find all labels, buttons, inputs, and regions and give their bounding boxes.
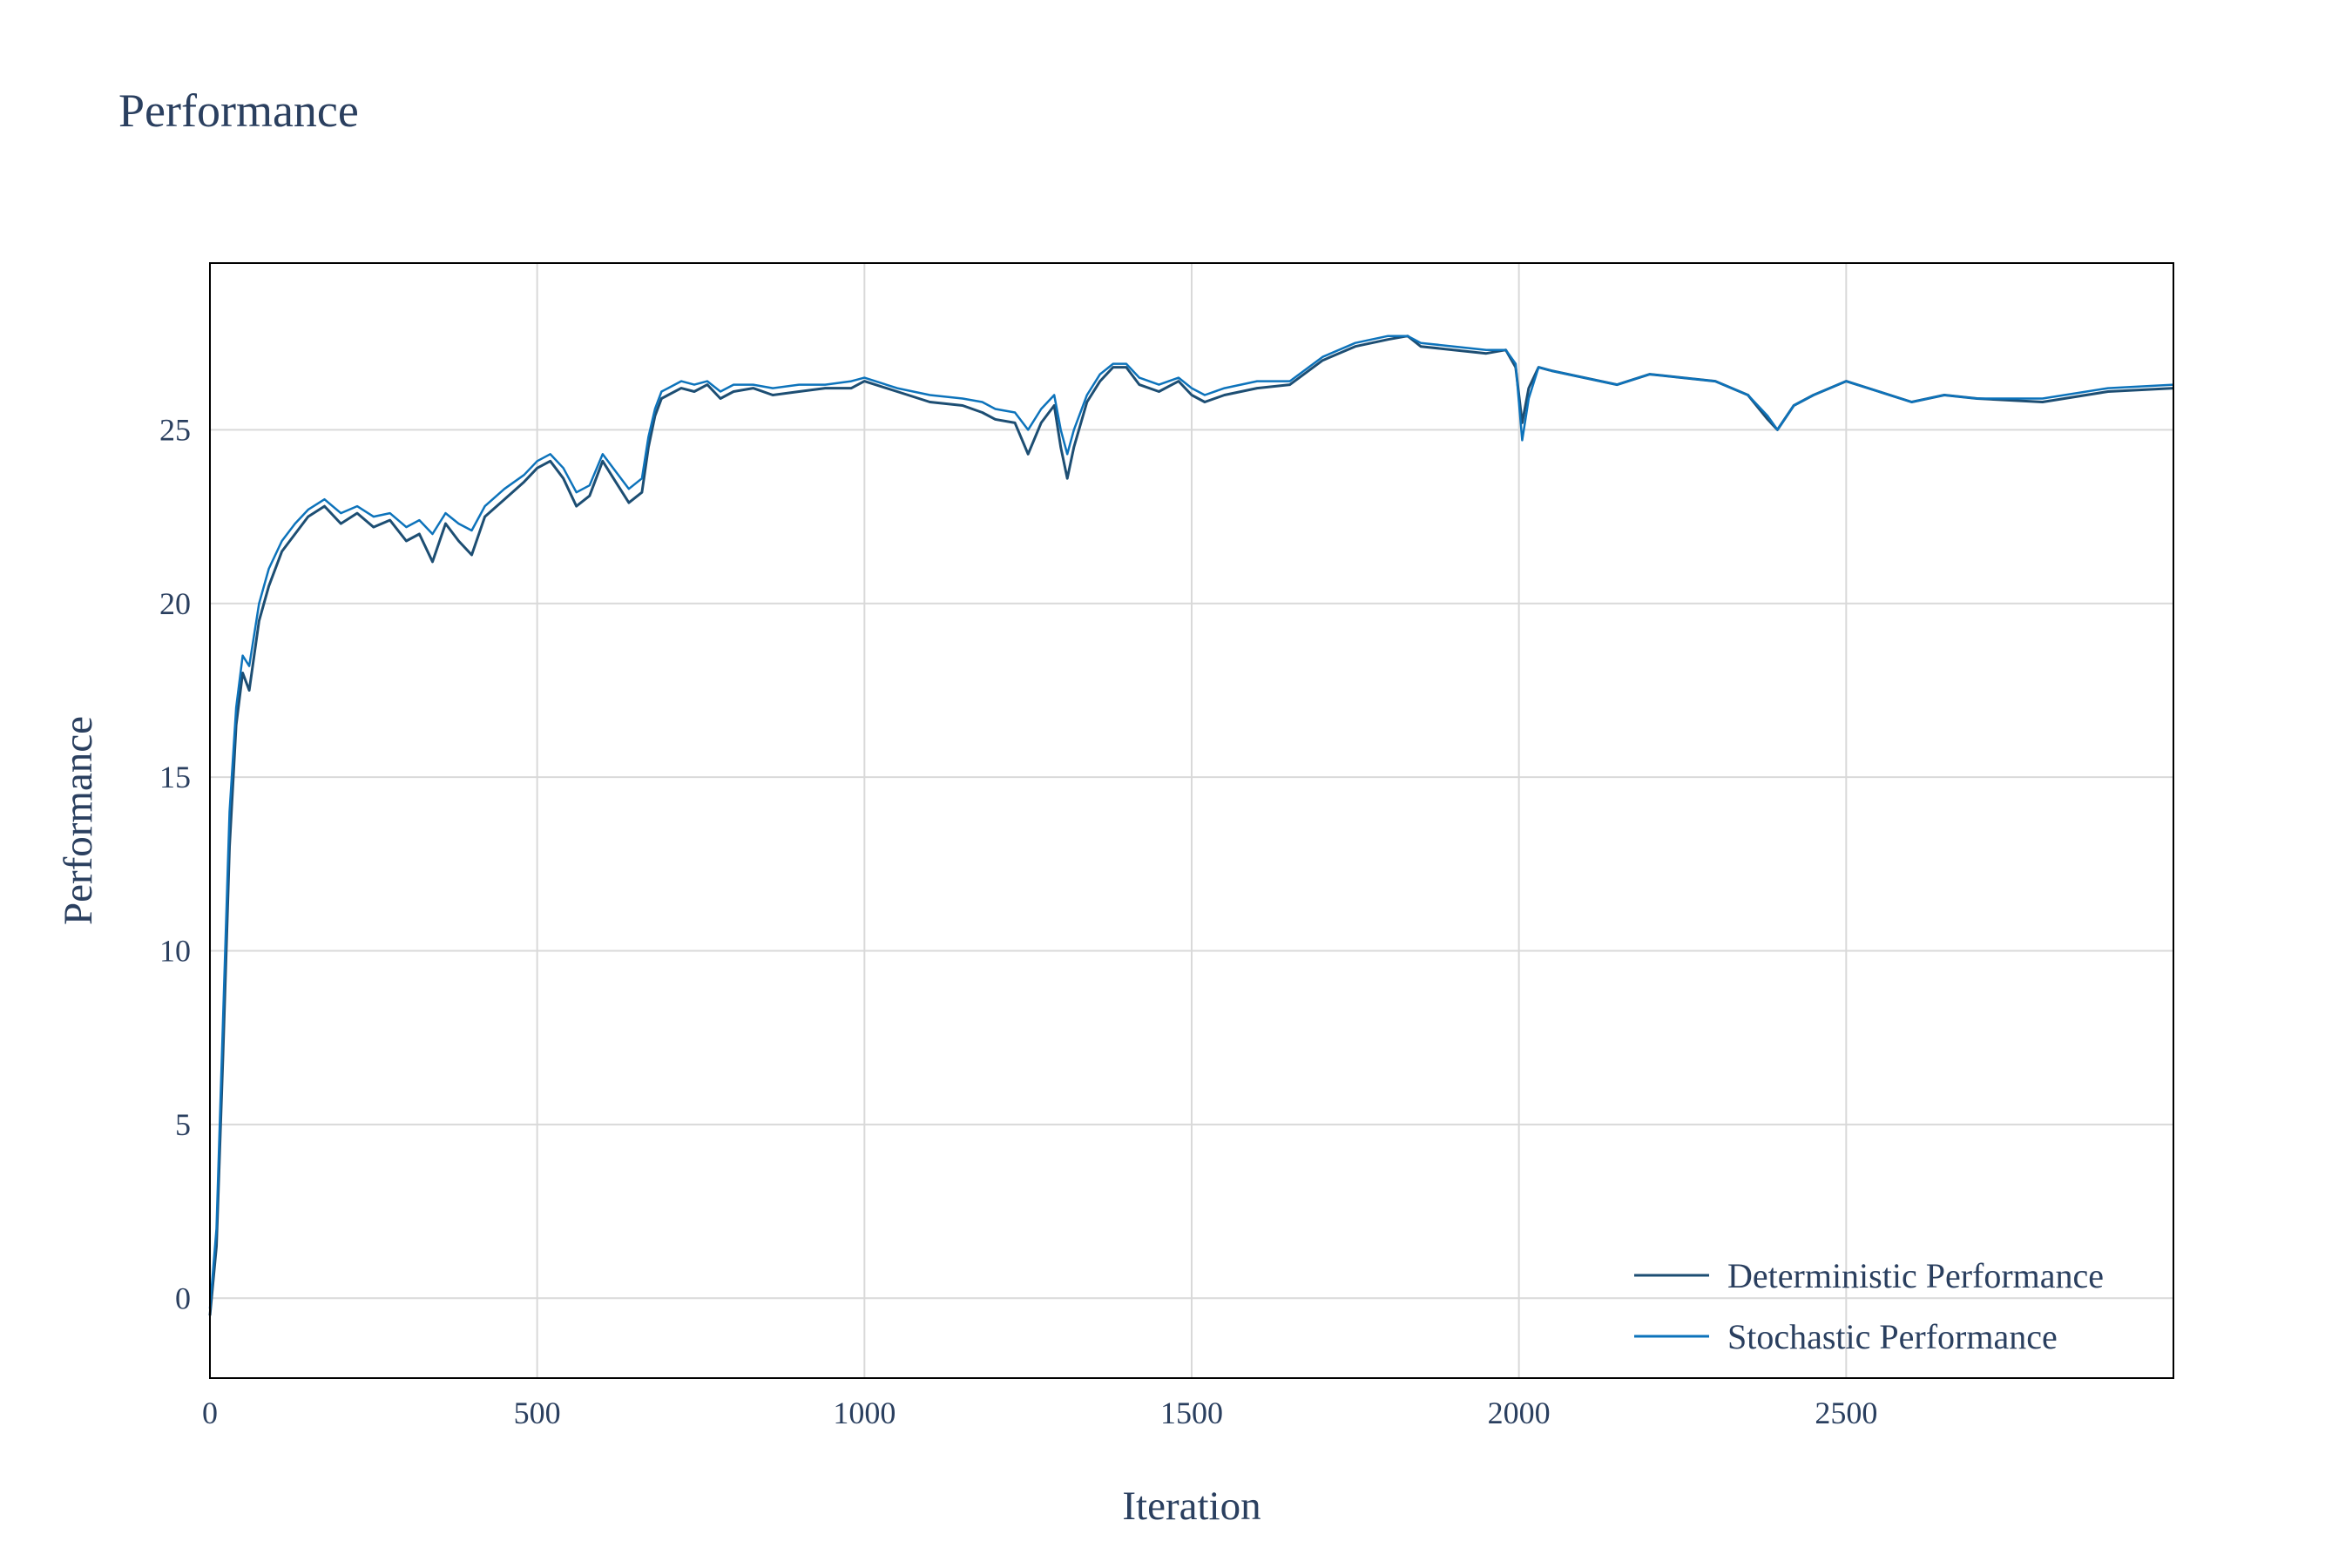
x-tick-label: 1500 bbox=[1160, 1396, 1223, 1430]
y-tick-label: 0 bbox=[175, 1281, 191, 1315]
legend-label-deterministic: Deterministic Performance bbox=[1727, 1256, 2104, 1295]
legend-label-stochastic: Stochastic Performance bbox=[1727, 1317, 2058, 1356]
x-tick-label: 1000 bbox=[833, 1396, 896, 1430]
legend: Deterministic Performance Stochastic Per… bbox=[1634, 1256, 2104, 1356]
x-axis-title: Iteration bbox=[1122, 1484, 1260, 1529]
x-tick-label: 2000 bbox=[1488, 1396, 1551, 1430]
y-tick-label: 20 bbox=[159, 586, 191, 621]
x-tick-label: 0 bbox=[202, 1396, 218, 1430]
grid-lines bbox=[210, 263, 2173, 1378]
y-tick-label: 25 bbox=[159, 412, 191, 447]
chart-title: Performance bbox=[118, 84, 359, 137]
tick-labels: 0 500 1000 1500 2000 2500 0 5 10 15 20 25 bbox=[159, 412, 1877, 1430]
series-line-stochastic bbox=[208, 335, 2174, 1309]
y-tick-label: 10 bbox=[159, 934, 191, 969]
x-tick-label: 500 bbox=[514, 1396, 561, 1430]
plot-frame bbox=[209, 262, 2174, 1379]
series-lines bbox=[208, 335, 2174, 1316]
x-tick-label: 2500 bbox=[1815, 1396, 1877, 1430]
y-tick-label: 15 bbox=[159, 760, 191, 794]
y-axis-title: Performance bbox=[56, 716, 101, 925]
y-tick-label: 5 bbox=[175, 1107, 191, 1142]
